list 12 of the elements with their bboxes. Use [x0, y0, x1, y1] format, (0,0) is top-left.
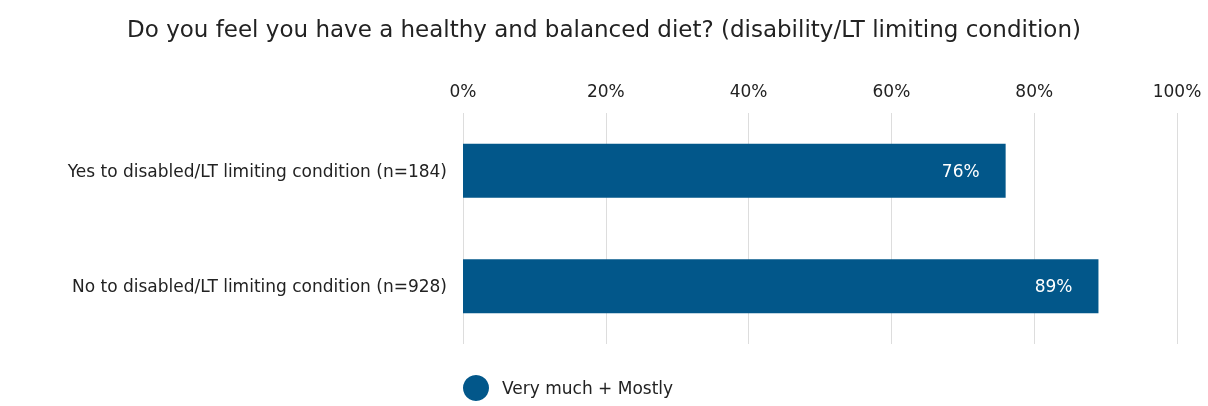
- y-tick-label: No to disabled/LT limiting condition (n=928): [71, 276, 447, 297]
- x-tick-label: 80%: [1015, 80, 1054, 101]
- data-label: 76%: [941, 160, 980, 181]
- x-tick-label: 60%: [872, 80, 911, 101]
- x-tick-label: 100%: [1152, 80, 1202, 101]
- legend-label: Very much + Mostly: [502, 378, 674, 398]
- x-tick-label: 40%: [729, 80, 768, 101]
- chart-title: Do you feel you have a healthy and balanced diet? (disability/LT limiting condition): [127, 15, 1081, 42]
- x-tick-label: 20%: [586, 80, 625, 101]
- y-tick-label: Yes to disabled/LT limiting condition (n=184): [66, 160, 447, 181]
- data-label: 89%: [1034, 276, 1073, 297]
- x-tick-label: 0%: [449, 80, 477, 101]
